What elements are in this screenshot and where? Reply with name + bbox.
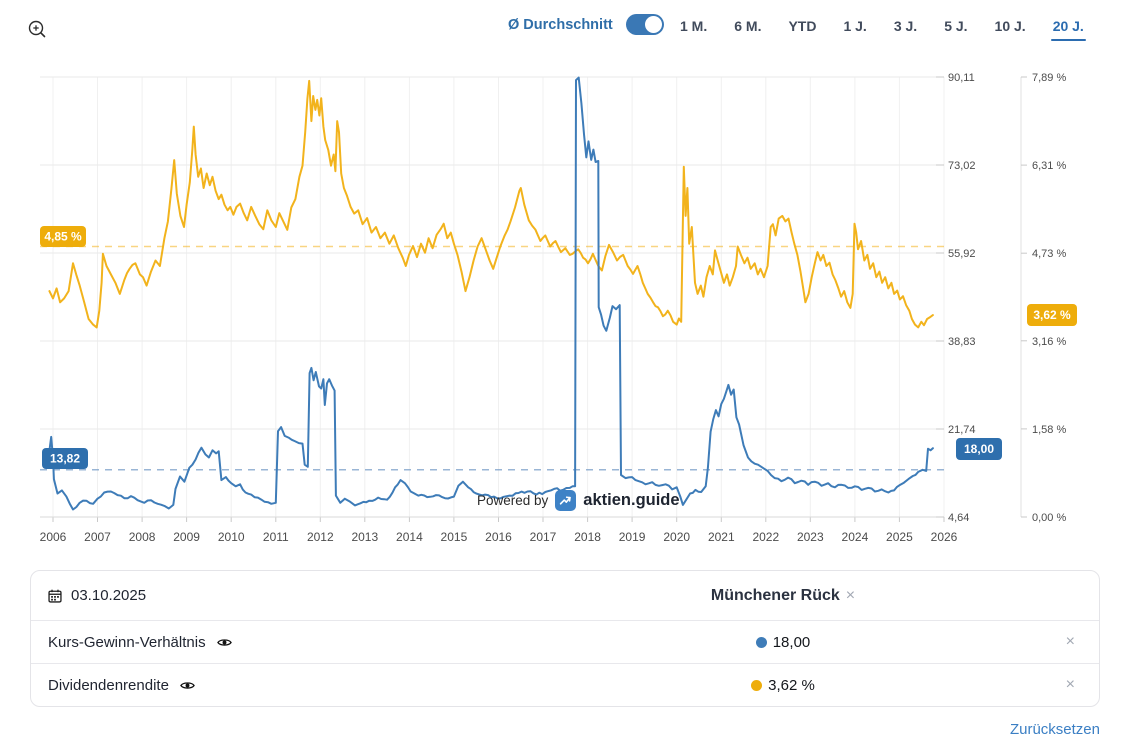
average-toggle-group: Ø Durchschnitt [508,14,664,35]
range-ytd[interactable]: YTD [788,18,817,34]
current-badge-kgv: 18,00 [956,438,1002,460]
remove-metric-kgv-button[interactable]: × [1065,633,1075,650]
svg-text:4,73 %: 4,73 % [1032,248,1066,260]
remove-stock-button[interactable]: × [845,586,856,604]
svg-text:13,82: 13,82 [50,452,80,466]
svg-text:55,92: 55,92 [948,248,976,260]
range-10y[interactable]: 10 J. [994,18,1026,34]
metric-row-kgv: Kurs-Gewinn-Verhältnis 18,00 × [31,620,1099,663]
value-grid: 90,11 73,02 55,92 38,83 21,74 4,64 [40,72,976,524]
svg-text:2013: 2013 [351,530,378,544]
svg-text:1,58 %: 1,58 % [1032,424,1066,436]
svg-text:0,00 %: 0,00 % [1032,512,1066,524]
year-grid: 2006 2007 2008 2009 2010 2011 2012 2013 2014 2015… [40,77,958,544]
current-badge-dividendenrendite: 3,62 % [1027,304,1077,326]
series-line-dividendenrendite [48,79,934,329]
average-toggle-switch[interactable] [625,14,664,35]
toggle-knob [644,16,662,33]
svg-text:2016: 2016 [485,530,512,544]
svg-text:3,62 %: 3,62 % [1033,308,1071,322]
range-6m[interactable]: 6 M. [734,18,762,34]
reset-button[interactable]: Zurücksetzen [1009,721,1100,738]
svg-text:2025: 2025 [886,530,913,544]
date-cell: 03.10.2025 [48,587,628,604]
svg-text:3,16 %: 3,16 % [1032,336,1066,348]
metric-value-dividende: 3,62 % [768,676,815,694]
range-1y[interactable]: 1 J. [843,18,867,34]
svg-text:2019: 2019 [619,530,646,544]
svg-text:2026: 2026 [931,530,958,544]
svg-text:2020: 2020 [663,530,690,544]
zoom-in-icon [28,20,46,38]
range-5y[interactable]: 5 J. [944,18,968,34]
series-line-kgv [48,76,934,511]
svg-text:73,02: 73,02 [948,160,976,172]
svg-text:2024: 2024 [842,530,869,544]
range-20y[interactable]: 20 J. [1050,18,1086,41]
svg-text:2018: 2018 [574,530,601,544]
average-toggle-label: Ø Durchschnitt [508,16,613,33]
range-selector: 1 M. 6 M. YTD 1 J. 3 J. 5 J. 10 J. 20 J. [680,18,1086,41]
svg-text:4,64: 4,64 [948,512,969,524]
legend-table: 03.10.2025 Münchener Rück × Kurs-Gewinn-… [30,570,1100,707]
svg-text:2023: 2023 [797,530,824,544]
svg-text:2021: 2021 [708,530,735,544]
svg-text:18,00: 18,00 [964,442,994,456]
calendar-icon [48,589,62,603]
svg-text:2009: 2009 [173,530,200,544]
metric-value-kgv: 18,00 [772,633,811,651]
watermark-brand: aktien.guide [583,491,680,509]
avg-badge-dividendenrendite: 4,85 % [40,226,86,247]
svg-text:7,89 %: 7,89 % [1032,72,1066,84]
series-color-dot-kgv [755,636,767,648]
percent-axis: 7,89 % 6,31 % 4,73 % 3,16 % 1,58 % 0,00 % [1020,72,1066,524]
chart-canvas[interactable]: 2006 2007 2008 2009 2010 2011 2012 2013 2014 2015… [0,0,1130,565]
visibility-eye-icon[interactable] [180,678,195,693]
svg-text:2015: 2015 [441,530,468,544]
svg-text:2010: 2010 [218,530,245,544]
svg-text:21,74: 21,74 [948,424,976,436]
svg-text:2012: 2012 [307,530,334,544]
svg-text:2017: 2017 [530,530,557,544]
svg-text:2011: 2011 [263,530,289,544]
svg-text:6,31 %: 6,31 % [1032,160,1066,172]
date-label: 03.10.2025 [71,587,147,604]
metric-label-kgv: Kurs-Gewinn-Verhältnis [48,633,206,651]
stock-name: Münchener Rück [710,586,840,604]
range-1m[interactable]: 1 M. [680,18,708,34]
svg-text:2008: 2008 [129,530,156,544]
svg-text:2014: 2014 [396,530,423,544]
range-3y[interactable]: 3 J. [893,18,918,34]
date-stock-row: 03.10.2025 Münchener Rück × [31,571,1099,620]
svg-text:90,11: 90,11 [948,72,975,84]
watermark-prefix: Powered by [477,493,549,508]
svg-text:2022: 2022 [752,530,779,544]
svg-text:38,83: 38,83 [948,336,976,348]
svg-text:2006: 2006 [40,530,67,544]
metric-row-dividende: Dividendenrendite 3,62 % × [31,663,1099,706]
aktien-guide-logo-icon [555,490,577,511]
watermark: Powered by aktien.guide [477,490,680,511]
metric-label-dividende: Dividendenrendite [48,676,169,694]
svg-text:2007: 2007 [84,530,111,544]
series-color-dot-dividende [751,679,763,691]
avg-badge-kgv: 13,82 [42,448,88,469]
remove-metric-dividende-button[interactable]: × [1065,676,1075,693]
visibility-eye-icon[interactable] [216,635,232,650]
zoom-in-button[interactable] [27,19,49,41]
svg-text:4,85 %: 4,85 % [44,230,82,244]
